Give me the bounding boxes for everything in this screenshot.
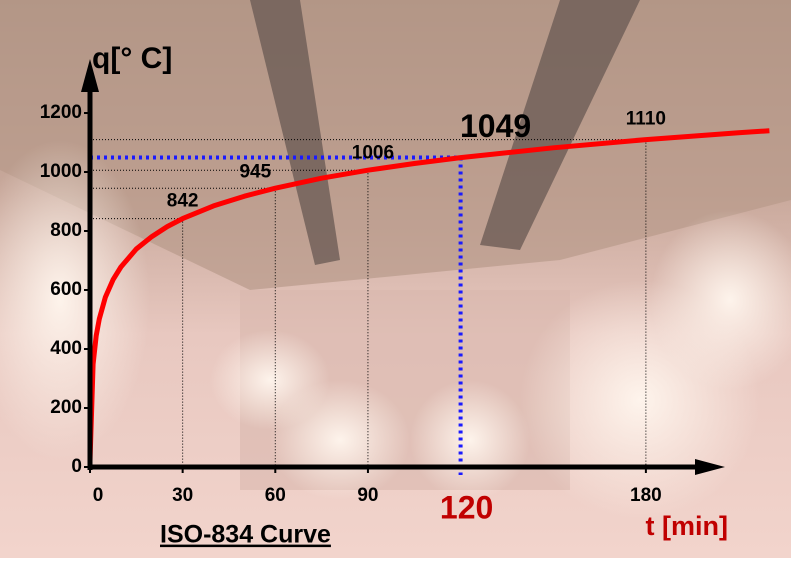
x-tick-label: 30 (172, 485, 193, 506)
highlight-value-label: 1049 (460, 108, 531, 144)
point-label: 842 (167, 191, 199, 212)
point-label: 1110 (626, 109, 666, 130)
chart: ISO-834 Curve q[° C] t [min] 02004006008… (0, 0, 791, 558)
point-label: 1006 (352, 142, 394, 163)
chart-title: ISO-834 Curve (160, 521, 331, 549)
background-photo (0, 0, 791, 558)
y-tick-label: 1000 (40, 161, 82, 182)
x-tick-label: 60 (265, 485, 286, 506)
x-tick-label: 0 (93, 485, 104, 506)
y-tick-label: 600 (50, 279, 82, 300)
x-tick-label: 180 (630, 485, 662, 506)
y-tick-label: 0 (71, 456, 82, 477)
y-tick-label: 800 (50, 220, 82, 241)
point-label: 945 (239, 161, 271, 182)
y-tick-label: 1200 (40, 102, 82, 123)
y-tick-label: 400 (50, 338, 82, 359)
x-tick-label: 90 (357, 485, 378, 506)
x-axis-label: t [min] (646, 511, 728, 541)
highlight-x-label: 120 (440, 489, 493, 525)
y-tick-label: 200 (50, 397, 82, 418)
y-axis-label: q[° C] (92, 42, 172, 75)
